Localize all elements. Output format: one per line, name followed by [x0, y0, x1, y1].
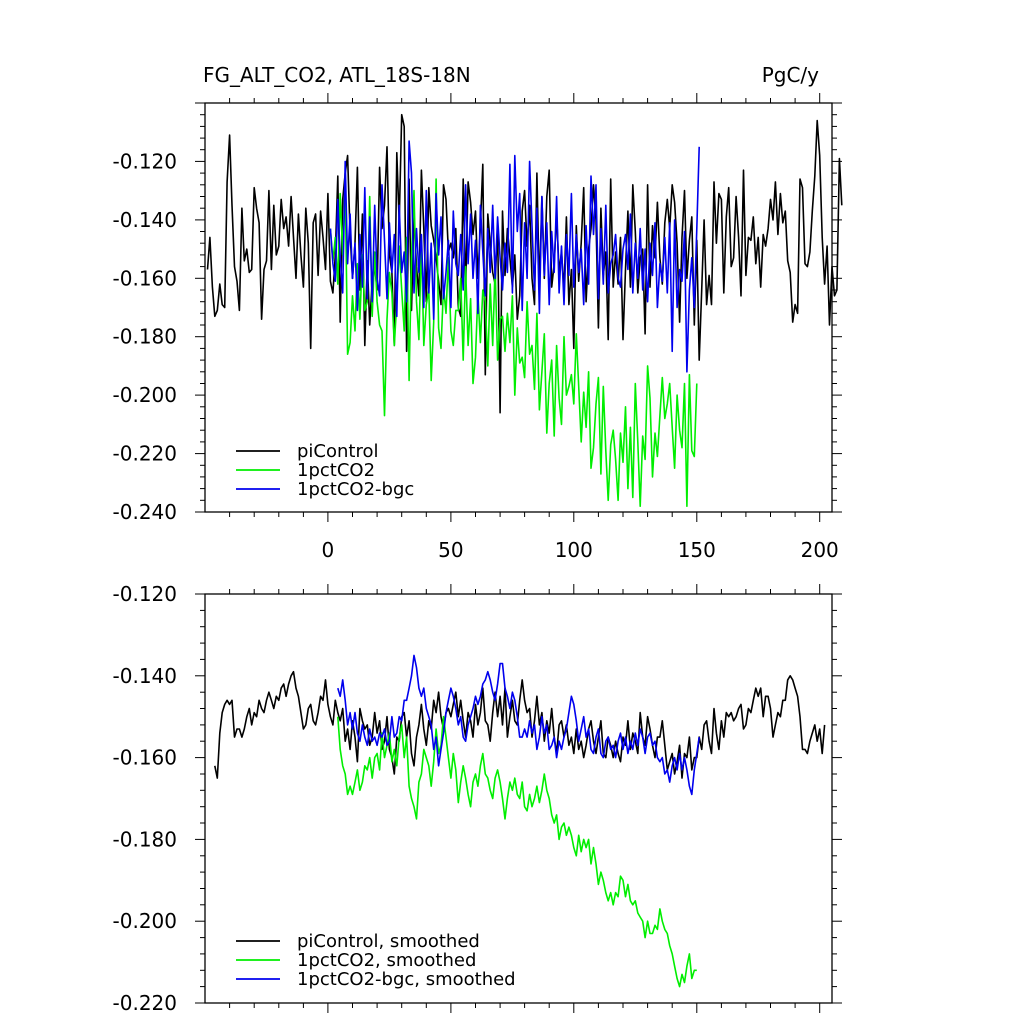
bottom-legend-label-3: 1pctCO2-bgc, smoothed [297, 969, 516, 990]
top-legend-label-1: piControl [297, 441, 379, 462]
top-y-tick-label: -0.160 [113, 266, 177, 290]
bottom-series-line-1 [214, 670, 826, 779]
bottom-legend-label-1: piControl, smoothed [297, 931, 480, 952]
top-x-tick-label: 150 [678, 538, 716, 562]
bottom-plot-frame [204, 593, 833, 1004]
bottom-y-tick-label: -0.140 [113, 664, 177, 688]
top-y-tick-label: -0.240 [113, 500, 177, 524]
top-chart-title: FG_ALT_CO2, ATL_18S-18N [203, 63, 471, 87]
bottom-series-line-2 [337, 715, 697, 988]
bottom-legend-label-2: 1pctCO2, smoothed [297, 950, 476, 971]
top-x-tick-label: 200 [801, 538, 839, 562]
bottom-y-tick-label: -0.220 [113, 991, 177, 1015]
top-y-tick-label: -0.220 [113, 442, 177, 466]
top-series-group [206, 113, 843, 508]
top-legend-label-2: 1pctCO2 [297, 460, 375, 481]
top-y-tick-label: -0.200 [113, 383, 177, 407]
top-chart-units: PgC/y [762, 63, 819, 87]
bottom-series-line-3 [337, 654, 700, 796]
bottom-y-tick-label: -0.200 [113, 909, 177, 933]
top-chart-panel: FG_ALT_CO2, ATL_18S-18N PgC/y -0.120-0.1… [113, 63, 843, 562]
top-y-tick-label: -0.140 [113, 208, 177, 232]
top-ticks-group: -0.120 -0.140 -0.160 -0.180 -0.200 -0.220 -0.2… [113, 93, 842, 562]
top-y-tick-label: -0.120 [113, 149, 177, 173]
top-series-line-1 [206, 113, 843, 414]
top-plot-frame [204, 102, 833, 513]
top-x-tick-label: 100 [555, 538, 593, 562]
top-x-tick-label: 50 [438, 538, 463, 562]
top-series-line-2 [329, 178, 698, 508]
bottom-y-tick-label: -0.180 [113, 827, 177, 851]
bottom-chart-panel: -0.120 -0.140 -0.160 -0.180 -0.200 -0.220 piC… [113, 582, 842, 1015]
top-series-line-3 [329, 140, 700, 373]
bottom-y-tick-label: -0.160 [113, 746, 177, 770]
bottom-y-tick-label: -0.120 [113, 582, 177, 606]
bottom-series-group [214, 654, 826, 988]
top-legend-label-3: 1pctCO2-bgc [297, 479, 414, 500]
top-x-tick-label: 0 [322, 538, 335, 562]
bottom-ticks-group: -0.120 -0.140 -0.160 -0.180 -0.200 -0.220 [113, 582, 842, 1015]
top-y-tick-label: -0.180 [113, 325, 177, 349]
